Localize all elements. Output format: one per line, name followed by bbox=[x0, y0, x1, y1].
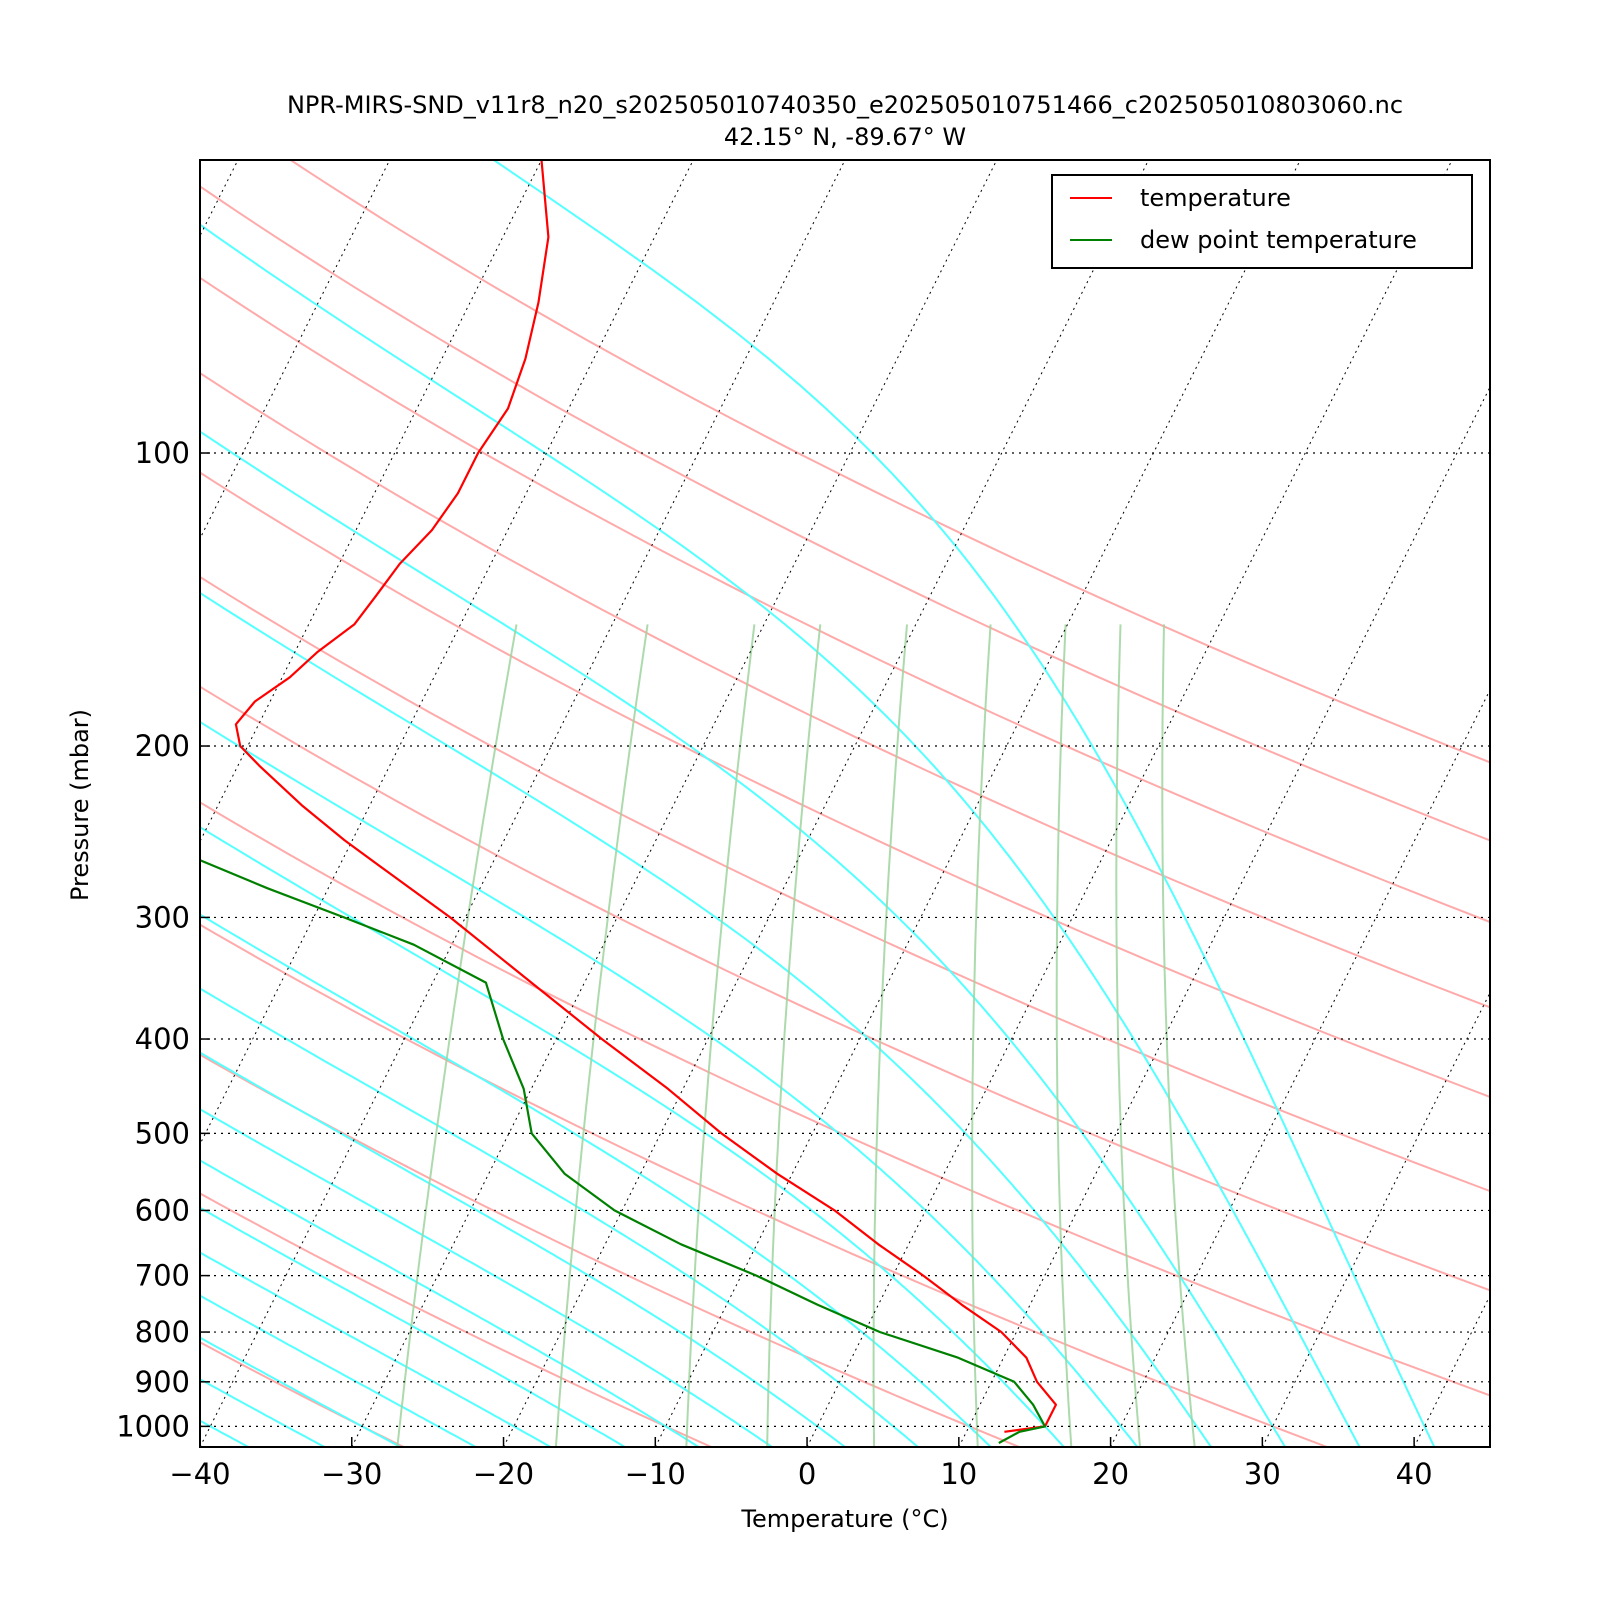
y-tick-label: 1000 bbox=[116, 1409, 190, 1443]
plot-frame bbox=[199, 159, 1491, 1448]
moist-adiabat bbox=[200, 1108, 773, 1447]
moist-adiabat bbox=[200, 1251, 552, 1447]
chart-title: NPR-MIRS-SND_v11r8_n20_s202505010740350_… bbox=[287, 91, 1403, 119]
mixing-ratio-line bbox=[396, 624, 518, 1447]
series-line-temperature bbox=[234, 160, 1057, 1433]
moist-adiabat bbox=[200, 1206, 626, 1447]
mixing-ratio-line bbox=[971, 624, 992, 1447]
mixing-ratio-line bbox=[1161, 624, 1196, 1447]
moist-adiabat bbox=[200, 591, 1212, 1447]
dry-adiabat bbox=[200, 1192, 712, 1447]
isotherm bbox=[654, 160, 1301, 1447]
dry-adiabat bbox=[200, 185, 1490, 842]
isotherm bbox=[200, 160, 694, 1146]
y-tick-label: 400 bbox=[135, 1022, 190, 1056]
y-tick-label: 700 bbox=[135, 1259, 190, 1293]
y-axis-ticks: 100 200 300 400 500 600 700 800 900 1000 bbox=[116, 436, 210, 1443]
y-tick-label: 600 bbox=[135, 1193, 190, 1227]
y-tick-label: 300 bbox=[135, 900, 190, 934]
y-axis-label: Pressure (mbar) bbox=[66, 709, 94, 901]
y-tick-label: 500 bbox=[135, 1116, 190, 1150]
isotherm bbox=[1110, 688, 1490, 1447]
x-tick-label: −30 bbox=[321, 1457, 382, 1491]
chart-subtitle: 42.15° N, -89.67° W bbox=[724, 123, 966, 151]
y-tick-label: 200 bbox=[135, 729, 190, 763]
series-line-dew-point-temperature bbox=[200, 858, 1047, 1444]
moist-adiabat bbox=[200, 1159, 700, 1447]
legend-box bbox=[1051, 174, 1473, 269]
y-tick-label: 900 bbox=[135, 1365, 190, 1399]
moist-adiabat bbox=[200, 1419, 249, 1447]
x-tick-label: 0 bbox=[798, 1457, 816, 1491]
legend-label-temperature: temperature bbox=[1140, 184, 1291, 212]
dry-adiabat bbox=[200, 575, 1490, 1193]
legend-label-dew-point: dew point temperature bbox=[1140, 226, 1417, 254]
dry-adiabat bbox=[200, 923, 1328, 1447]
moist-adiabat bbox=[200, 430, 1287, 1447]
dry-adiabat bbox=[200, 276, 1490, 924]
reference-lines bbox=[200, 160, 1600, 1447]
y-tick-label: 800 bbox=[135, 1315, 190, 1349]
y-tick-label: 100 bbox=[135, 436, 190, 470]
isotherm bbox=[1413, 1294, 1490, 1447]
moist-adiabat bbox=[200, 987, 919, 1447]
isotherm bbox=[1566, 160, 1600, 1447]
x-tick-label: 10 bbox=[940, 1457, 977, 1491]
moist-adiabat bbox=[200, 223, 1361, 1447]
dry-adiabat bbox=[289, 160, 1490, 764]
isotherm bbox=[806, 160, 1453, 1447]
x-tick-label: 20 bbox=[1092, 1457, 1129, 1491]
isotherm bbox=[351, 160, 998, 1447]
mixing-ratio-line bbox=[1055, 624, 1073, 1447]
x-axis-ticks: −40 −30 −20 −10 0 10 20 30 40 bbox=[169, 1437, 1433, 1491]
mixing-ratio-line bbox=[766, 624, 822, 1447]
isotherm bbox=[200, 160, 846, 1447]
x-axis-label: Temperature (°C) bbox=[740, 1505, 948, 1533]
isotherm bbox=[1261, 991, 1490, 1447]
dry-adiabat bbox=[200, 801, 1490, 1397]
dry-adiabat bbox=[200, 371, 1490, 1009]
mixing-ratio-line bbox=[685, 624, 756, 1447]
moist-adiabat bbox=[200, 913, 992, 1447]
moist-adiabat bbox=[200, 1336, 401, 1447]
moist-adiabat bbox=[200, 1051, 846, 1447]
dry-adiabat bbox=[200, 1053, 1020, 1447]
x-tick-label: −40 bbox=[169, 1457, 230, 1491]
mixing-ratio-line bbox=[1115, 624, 1141, 1447]
isotherm bbox=[200, 160, 391, 540]
isobar-gridlines bbox=[200, 452, 1490, 1427]
moist-adiabat bbox=[493, 160, 1436, 1447]
x-tick-label: −20 bbox=[473, 1457, 534, 1491]
x-tick-label: 40 bbox=[1396, 1457, 1433, 1491]
x-tick-label: −10 bbox=[625, 1457, 686, 1491]
moist-adiabat bbox=[200, 1378, 326, 1447]
dry-adiabat bbox=[200, 685, 1490, 1292]
isotherm bbox=[958, 386, 1490, 1447]
dry-adiabat bbox=[200, 471, 1490, 1098]
x-tick-label: 30 bbox=[1244, 1457, 1281, 1491]
moist-adiabat bbox=[200, 720, 1139, 1447]
legend: temperature dew point temperature bbox=[1051, 174, 1473, 269]
moist-adiabat bbox=[200, 1294, 477, 1447]
plot-area: −40 −30 −20 −10 0 10 20 30 40 100 200 300 400 500 600… bbox=[116, 159, 1600, 1491]
series-lines bbox=[200, 160, 1057, 1444]
